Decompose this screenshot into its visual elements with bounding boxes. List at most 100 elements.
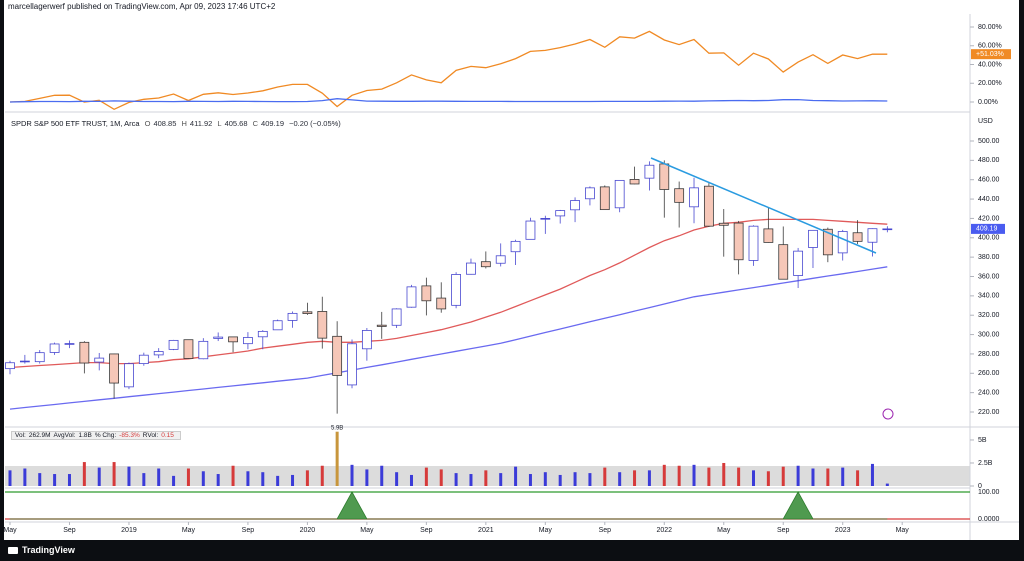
volume-bar <box>722 462 726 486</box>
candle-body <box>718 222 729 226</box>
candle-body <box>733 222 744 261</box>
main-legend: SPDR S&P 500 ETF TRUST, 1M, Arca O 408.85… <box>11 119 344 128</box>
legend-label: % Chg: <box>94 432 117 439</box>
series-line <box>9 218 888 369</box>
volume-bar <box>8 470 12 486</box>
candle-body <box>822 228 833 256</box>
average-volume-band <box>5 466 970 486</box>
volume-bar <box>647 470 651 486</box>
volume-bar <box>811 468 815 486</box>
volume-bar <box>573 472 577 486</box>
x-tick-label: Sep <box>63 527 76 534</box>
peak-label: 5.9B <box>331 425 343 431</box>
low-value: 405.68 <box>224 119 248 128</box>
volume-bar <box>528 474 532 486</box>
candle-body <box>302 311 313 314</box>
candle-body <box>466 262 476 275</box>
candle-body <box>109 353 119 384</box>
series-line <box>9 98 888 103</box>
legend-value: -85.3% <box>119 432 140 439</box>
candle-body <box>837 231 848 254</box>
candle-body <box>763 228 774 243</box>
volume-bar <box>335 431 339 486</box>
legend-label: AvgVol: <box>53 432 76 439</box>
candle-body <box>674 188 685 203</box>
candle-body <box>480 261 491 268</box>
legend-value: 1.8B <box>78 432 92 439</box>
volume-bar <box>172 475 176 486</box>
volume-bar <box>409 474 413 486</box>
candle-body <box>94 357 105 363</box>
volume-legend: Vol: 262.9M AvgVol: 1.8B% Chg: -85.3% RVol: 0.… <box>11 431 181 440</box>
close-label: C <box>252 119 259 128</box>
volume-bar <box>276 475 280 486</box>
series-line <box>9 266 888 410</box>
candle-body <box>138 354 149 365</box>
candle-body <box>867 228 878 243</box>
candle-body <box>361 330 372 350</box>
x-tick-label: 2021 <box>478 527 494 534</box>
series-line <box>9 30 888 111</box>
candle-body <box>421 285 432 302</box>
candle-body <box>5 362 15 370</box>
candle-body <box>168 339 179 350</box>
volume-bar <box>216 474 220 486</box>
high-label: H <box>181 119 187 128</box>
volume-bar <box>142 473 146 486</box>
candle-body <box>317 311 328 339</box>
volume-bar <box>856 470 860 486</box>
candle-body <box>689 187 699 208</box>
volume-bar <box>662 464 666 486</box>
volume-bar <box>305 470 309 486</box>
x-tick-label: May <box>360 527 374 534</box>
volume-bar <box>186 468 190 486</box>
candle-body <box>406 286 417 308</box>
x-tick-label: May <box>3 527 17 534</box>
candle-body <box>124 363 134 388</box>
candle-body <box>852 232 863 242</box>
y-tick-label: 60.00% <box>978 43 1002 50</box>
y-tick-label: 0.0000 <box>978 516 1000 523</box>
candle-body <box>793 250 804 276</box>
x-tick-label: Sep <box>599 527 612 534</box>
candle-body <box>332 335 343 376</box>
candle-body <box>703 185 714 227</box>
candle-body <box>629 179 640 185</box>
candle-body <box>540 218 551 220</box>
volume-bar <box>395 472 399 486</box>
header: marcellagerwerf published on TradingView… <box>8 2 278 11</box>
volume-bar <box>157 468 161 486</box>
volume-bar <box>231 465 235 486</box>
logo <box>8 547 18 554</box>
x-tick-label: 2019 <box>121 527 137 534</box>
y-tick-label: 400.00 <box>978 235 1000 242</box>
x-tick-label: May <box>539 527 553 534</box>
volume-bar <box>677 465 681 486</box>
signal-area <box>9 491 888 520</box>
legend-label: Vol: <box>15 432 26 439</box>
price-badge-label: 409.19 <box>976 226 998 233</box>
y-tick-label: 460.00 <box>978 177 1000 184</box>
volume-bar <box>514 466 518 486</box>
y-tick-label: 360.00 <box>978 273 1000 280</box>
candle-body <box>376 324 387 327</box>
volume-bar <box>737 467 741 486</box>
volume-bar <box>692 464 696 486</box>
y-tick-label: 80.00% <box>978 24 1002 31</box>
y-tick-label: 20.00% <box>978 80 1002 87</box>
volume-bar <box>469 474 473 486</box>
x-tick-label: 2020 <box>300 527 316 534</box>
x-tick-label: May <box>717 527 731 534</box>
candle-body <box>451 274 462 306</box>
x-tick-label: Sep <box>777 527 790 534</box>
volume-bar <box>424 467 428 486</box>
volume-bar <box>543 472 547 486</box>
candle-body <box>34 352 45 363</box>
volume-bar <box>291 474 295 486</box>
volume-bar <box>781 466 785 486</box>
y-tick-label: 5B <box>978 437 987 444</box>
volume-bar <box>97 467 101 486</box>
volume-bar <box>766 471 770 486</box>
price-badge <box>971 223 1005 234</box>
volume-bar <box>380 465 384 486</box>
